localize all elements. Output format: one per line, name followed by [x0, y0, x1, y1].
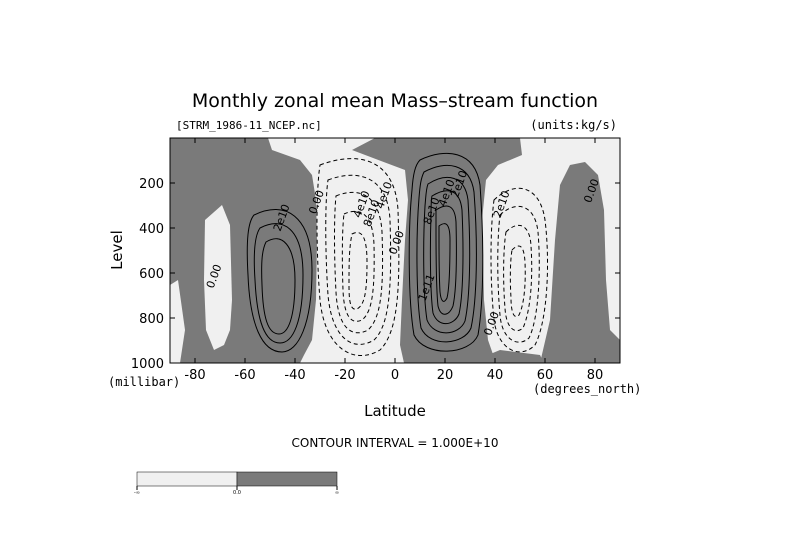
x-tick-label: 60	[537, 368, 554, 383]
contours-southern-tropical-cell	[316, 158, 400, 356]
colorbar-positive	[236, 471, 338, 487]
x-axis-title: Latitude	[364, 402, 426, 420]
x-tick-label: -20	[334, 368, 355, 383]
y-unit-label: (millibar)	[108, 375, 180, 389]
y-axis: 200 400 600 800 1000	[131, 177, 620, 372]
x-tick-label: -40	[284, 368, 305, 383]
positive-region-surface-right	[488, 350, 544, 363]
contours-southern-cell	[246, 209, 313, 353]
chart-title: Monthly zonal mean Mass–stream function	[192, 90, 598, 112]
x-tick-label: 80	[587, 368, 604, 383]
y-axis-title: Level	[108, 230, 126, 270]
positive-region-polar	[540, 162, 620, 363]
file-label: [STRM_1986-11_NCEP.nc]	[176, 119, 322, 132]
contour-interval-text: CONTOUR INTERVAL = 1.000E+10	[292, 436, 499, 450]
colorbar: -∞ 0.0 ∞	[134, 471, 339, 496]
contours-ferrel-cell	[490, 187, 549, 353]
x-tick-label: -80	[184, 368, 205, 383]
colorbar-tick-zero: 0.0	[233, 490, 241, 496]
x-tick-label: 40	[487, 368, 504, 383]
x-tick-label: -60	[234, 368, 255, 383]
x-tick-label: 20	[437, 368, 454, 383]
y-tick-label: 800	[139, 312, 164, 327]
colorbar-tick-min: -∞	[134, 490, 140, 496]
x-unit-label: (degrees_north)	[533, 382, 641, 396]
y-tick-label: 400	[139, 222, 164, 237]
negative-notch-southern	[204, 205, 232, 350]
x-axis: -80 -60 -40 -20 0 20 40 60 80	[184, 138, 603, 383]
contours-hadley-cell	[408, 152, 484, 352]
units-label: (units:kg/s)	[530, 118, 617, 132]
x-tick-label: 0	[391, 368, 399, 383]
negative-notch-surface-left	[170, 280, 185, 363]
plot-area: 2e100.000.004e108e104e100.008e104e102e10…	[170, 138, 620, 363]
y-tick-label: 200	[139, 177, 164, 192]
colorbar-negative	[136, 471, 238, 487]
y-tick-label: 1000	[131, 357, 164, 372]
colorbar-tick-max: ∞	[335, 490, 339, 496]
positive-region-hadley	[352, 138, 522, 363]
y-tick-label: 600	[139, 267, 164, 282]
